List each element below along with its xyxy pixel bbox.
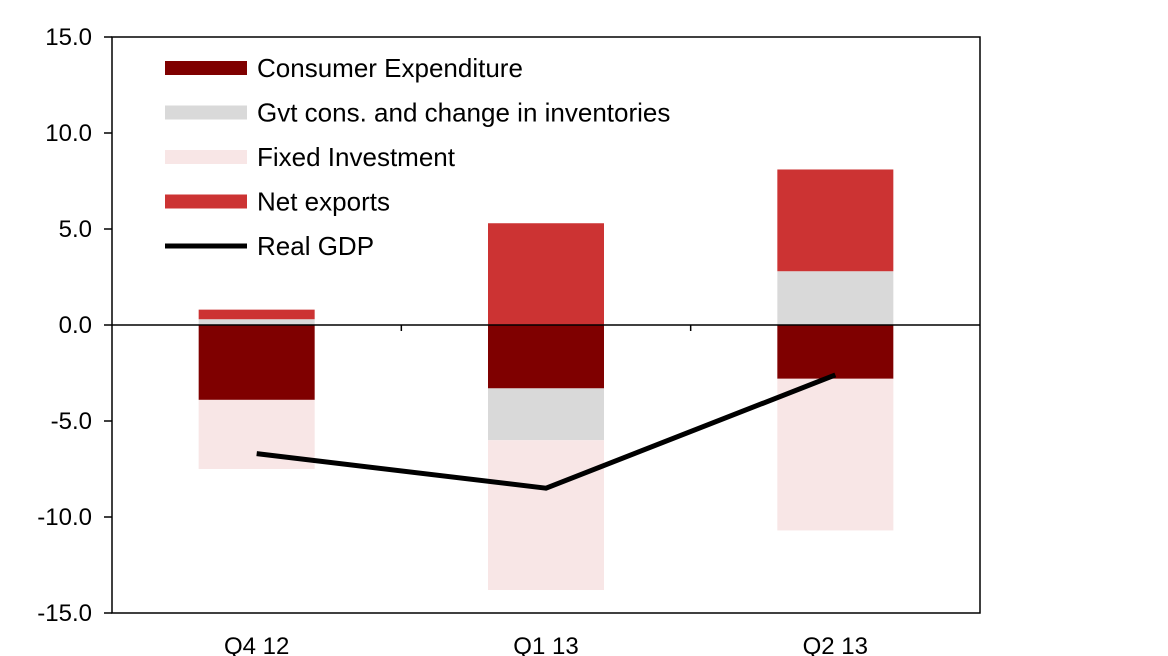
- legend-label-3: Net exports: [257, 187, 390, 217]
- legend-label-2: Fixed Investment: [257, 142, 456, 172]
- y-tick-label-4: -5.0: [51, 408, 92, 435]
- x-tick-label-1: Q1 13: [513, 633, 578, 656]
- bar-segment-2-2: [777, 378, 894, 531]
- legend-swatch-1: [165, 105, 247, 120]
- x-tick-label-0: Q4 12: [224, 633, 289, 656]
- bar-segment-1-1: [488, 388, 604, 441]
- legend-swatch-2: [165, 150, 247, 164]
- bar-segment-3-0: [198, 309, 315, 320]
- x-tick-label-2: Q2 13: [803, 633, 868, 656]
- y-tick-label-2: 5.0: [59, 216, 92, 243]
- bars-layer: [198, 169, 894, 590]
- real-gdp-line: [256, 372, 837, 491]
- gdp-line-layer: [256, 372, 837, 491]
- legend-label-real-gdp: Real GDP: [257, 231, 374, 261]
- bar-segment-0-1: [488, 325, 604, 389]
- bar-segment-1-2: [777, 271, 894, 325]
- legend-swatch-0: [165, 61, 247, 75]
- y-tick-label-1: 10.0: [45, 120, 92, 147]
- y-tick-label-0: 15.0: [45, 24, 92, 51]
- y-tick-label-5: -10.0: [37, 504, 92, 531]
- bar-segment-3-1: [488, 223, 604, 325]
- bar-segment-1-0: [198, 319, 315, 325]
- y-tick-label-6: -15.0: [37, 600, 92, 627]
- bar-segment-3-2: [777, 169, 894, 272]
- legend-label-0: Consumer Expenditure: [257, 53, 523, 83]
- axes-layer: 15.0 10.0 5.0 0.0 -5.0 -10.0 -15.0 Q4 12 Q1 13 Q2…: [37, 24, 981, 656]
- legend-swatch-3: [165, 194, 247, 209]
- bar-segment-0-2: [777, 325, 894, 379]
- legend: Consumer Expenditure Gvt cons. and change…: [165, 53, 670, 261]
- bar-segment-0-0: [198, 325, 315, 400]
- bar-segment-2-1: [488, 440, 604, 590]
- legend-label-1: Gvt cons. and change in inventories: [257, 98, 670, 128]
- y-tick-label-3: 0.0: [59, 312, 92, 339]
